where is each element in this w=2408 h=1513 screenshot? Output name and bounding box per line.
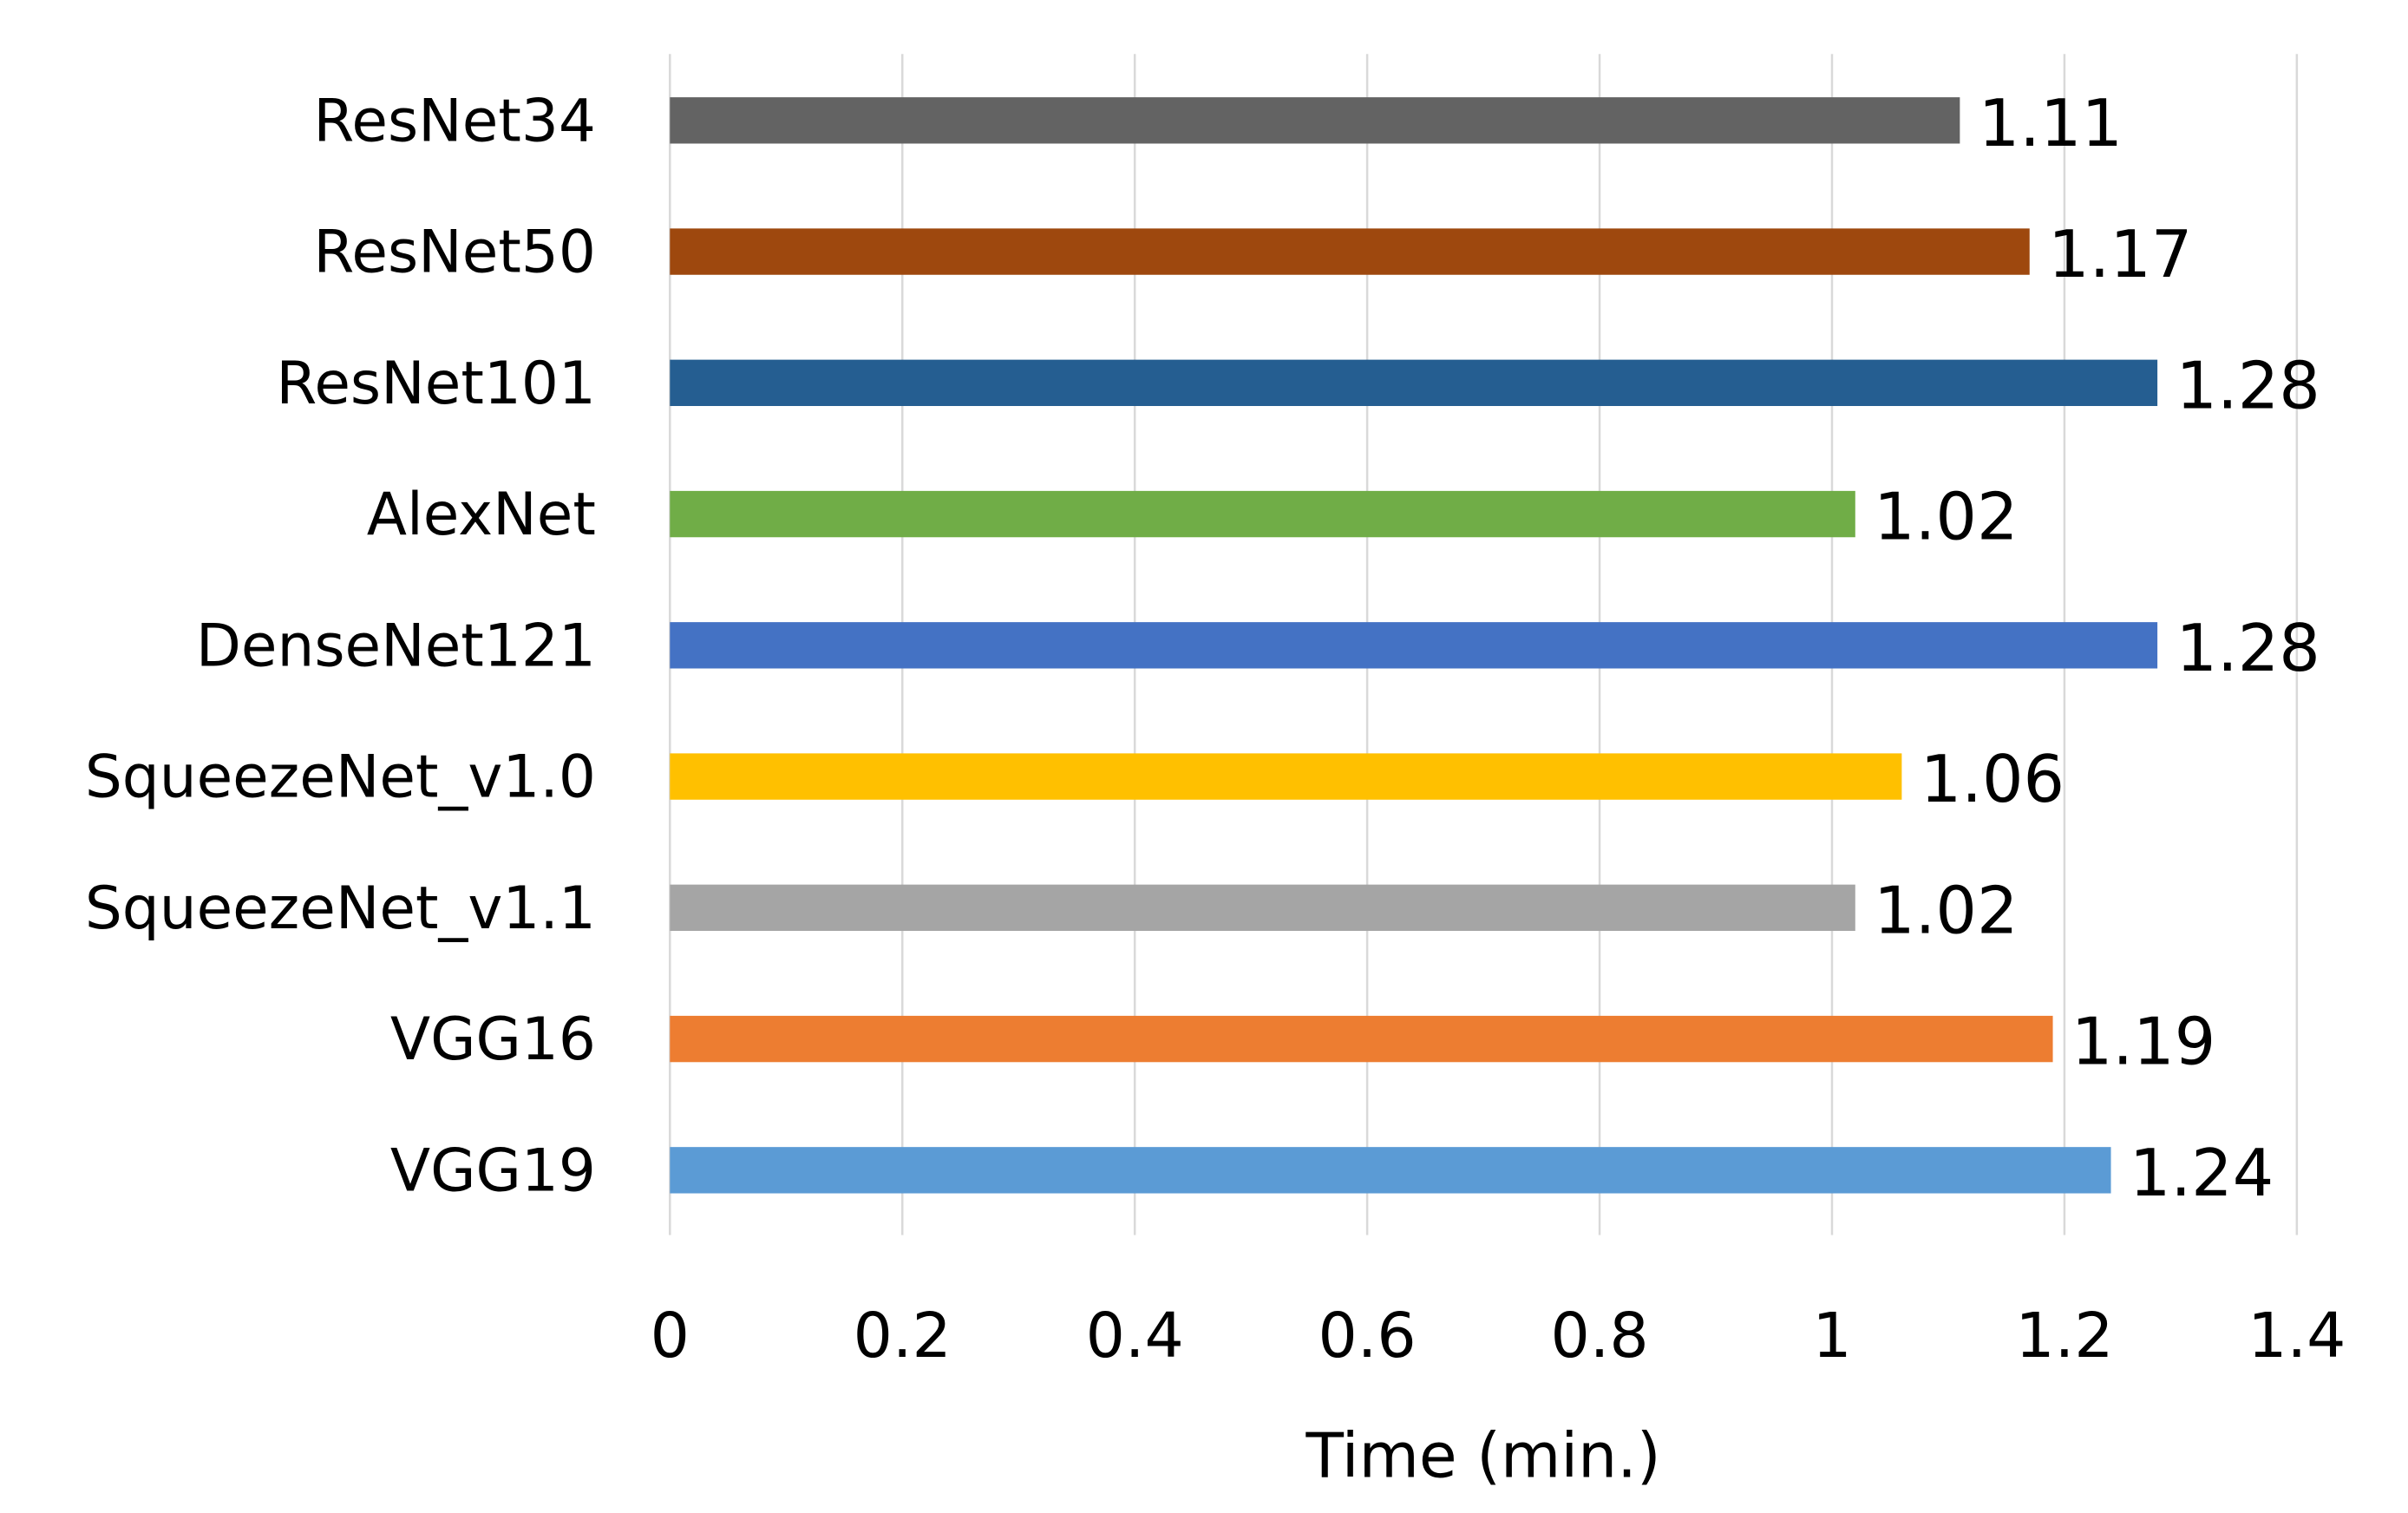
- x-tick-label: 0: [651, 1300, 690, 1372]
- x-axis-tick-labels: 0 0.2 0.4 0.6 0.8 1 1.2 1.4: [651, 1300, 2346, 1372]
- bar: [670, 97, 1960, 144]
- category-label: DenseNet121: [196, 611, 596, 679]
- x-tick-label: 0.6: [1319, 1300, 1417, 1372]
- category-label: SqueezeNet_v1.1: [85, 874, 596, 942]
- x-tick-label: 0.4: [1086, 1300, 1184, 1372]
- x-tick-label: 0.2: [854, 1300, 952, 1372]
- bar: [670, 622, 2158, 669]
- bar: [670, 1147, 2111, 1194]
- x-tick-label: 1.2: [2015, 1300, 2113, 1372]
- value-label: 1.02: [1874, 480, 2018, 555]
- value-label: 1.17: [2048, 217, 2192, 292]
- bar: [670, 1015, 2053, 1063]
- bar: [670, 884, 1855, 932]
- bars: [670, 97, 2158, 1194]
- category-label: ResNet101: [276, 349, 595, 417]
- category-label: VGG16: [390, 1005, 596, 1073]
- value-label: 1.06: [1921, 742, 2064, 817]
- category-label: VGG19: [390, 1136, 596, 1204]
- value-label: 1.24: [2130, 1136, 2274, 1211]
- bar: [670, 490, 1855, 538]
- value-label: 1.28: [2176, 611, 2320, 686]
- value-label: 1.02: [1874, 873, 2018, 948]
- category-label: ResNet50: [313, 218, 595, 286]
- x-tick-label: 1: [1812, 1300, 1851, 1372]
- bar: [670, 359, 2158, 407]
- bar: [670, 753, 1902, 800]
- x-axis-title: Time (min.): [1305, 1420, 1661, 1492]
- category-label: ResNet34: [313, 86, 595, 154]
- value-label: 1.11: [1979, 86, 2123, 161]
- value-label: 1.28: [2176, 348, 2320, 423]
- category-label: AlexNet: [367, 480, 596, 548]
- x-tick-label: 0.8: [1550, 1300, 1648, 1372]
- category-labels: ResNet34 ResNet50 ResNet101 AlexNet DenseNet…: [85, 86, 596, 1204]
- bar: [670, 228, 2030, 275]
- category-label: SqueezeNet_v1.0: [85, 743, 596, 811]
- x-tick-label: 1.4: [2248, 1300, 2346, 1372]
- value-label: 1.19: [2071, 1005, 2215, 1080]
- value-labels: 1.11 1.17 1.28 1.02 1.28 1.06 1.02 1.19 1.24: [1874, 86, 2320, 1211]
